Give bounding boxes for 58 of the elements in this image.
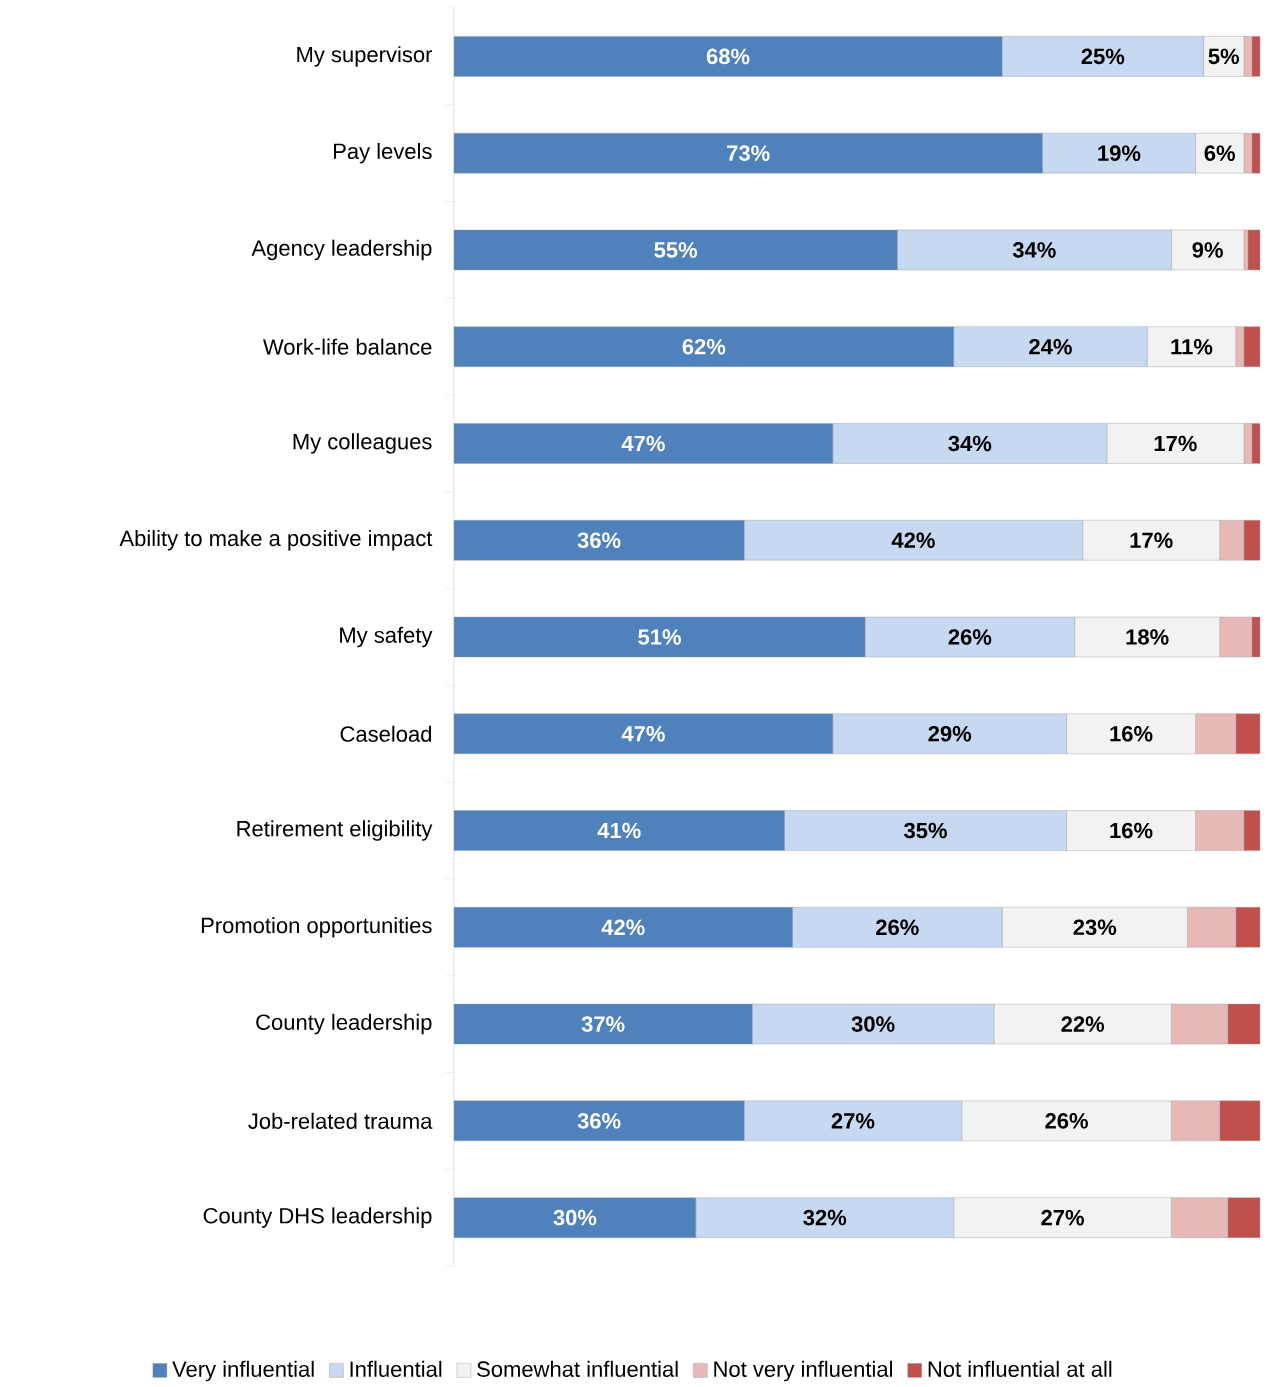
data-label: 68% bbox=[706, 48, 750, 65]
data-label: 51% bbox=[638, 629, 681, 645]
y-tick-label: Ability to make a positive impact bbox=[119, 529, 433, 551]
data-label: 16% bbox=[1110, 725, 1153, 742]
y-tick-label: My colleagues bbox=[293, 433, 432, 454]
legend-label: Very influential bbox=[172, 1360, 314, 1382]
data-label: 9% bbox=[1192, 242, 1223, 258]
data-label: 36% bbox=[577, 532, 621, 549]
data-label: 34% bbox=[1012, 242, 1056, 258]
data-label: 17% bbox=[1154, 435, 1197, 452]
y-tick-label: Work-life balance bbox=[263, 338, 432, 355]
data-label: 18% bbox=[1126, 629, 1169, 645]
data-label: 37% bbox=[581, 1016, 625, 1032]
data-label: 34% bbox=[948, 435, 992, 452]
y-tick-label: County DHS leadership bbox=[203, 1207, 432, 1228]
data-label: 24% bbox=[1029, 338, 1072, 355]
data-label: 26% bbox=[876, 919, 919, 936]
y-tick-label: Pay levels bbox=[334, 142, 432, 164]
legend-label: Influential bbox=[350, 1360, 442, 1377]
data-label: 47% bbox=[621, 435, 665, 452]
data-label: 30% bbox=[851, 1016, 895, 1032]
legend-label: Not very influential bbox=[714, 1360, 892, 1382]
data-label: 23% bbox=[1073, 919, 1117, 936]
bar bbox=[1247, 229, 1261, 271]
data-label: 17% bbox=[1130, 532, 1173, 548]
data-label: 26% bbox=[948, 629, 992, 645]
y-tick-label: Retirement eligibility bbox=[237, 820, 433, 841]
data-label: 25% bbox=[1081, 48, 1125, 65]
data-label: 36% bbox=[577, 1113, 621, 1129]
data-label: 29% bbox=[928, 725, 972, 742]
data-label: 41% bbox=[597, 822, 641, 839]
y-tick-label: Agency leadership bbox=[251, 239, 432, 261]
data-label: 35% bbox=[904, 822, 947, 839]
data-label: 16% bbox=[1110, 822, 1153, 839]
data-label: 42% bbox=[891, 532, 935, 548]
data-label: 26% bbox=[1045, 1113, 1088, 1129]
legend-label: Somewhat influential bbox=[477, 1360, 678, 1377]
y-tick-label: Promotion opportunities bbox=[201, 917, 432, 938]
data-label: 73% bbox=[727, 145, 770, 161]
y-tick-label: County leadership bbox=[256, 1013, 432, 1035]
y-tick-label: Caseload bbox=[340, 725, 432, 742]
data-label: 19% bbox=[1098, 145, 1141, 161]
data-label: 47% bbox=[621, 726, 665, 742]
data-label: 32% bbox=[803, 1209, 847, 1226]
data-label: 27% bbox=[1041, 1209, 1084, 1226]
data-label: 30% bbox=[553, 1209, 597, 1226]
data-label: 27% bbox=[831, 1113, 875, 1129]
data-label: 22% bbox=[1061, 1016, 1105, 1032]
data-label: 62% bbox=[682, 338, 726, 355]
data-label: 42% bbox=[601, 919, 645, 936]
y-tick-label: Job-related trauma bbox=[248, 1112, 433, 1129]
y-tick-label: My supervisor bbox=[297, 46, 433, 67]
y-tick-label: My safety bbox=[340, 626, 433, 648]
data-label: 6% bbox=[1204, 145, 1236, 161]
data-label: 11% bbox=[1171, 338, 1213, 355]
legend-label: Not influential at all bbox=[928, 1360, 1112, 1377]
data-label: 5% bbox=[1208, 48, 1240, 65]
data-label: 55% bbox=[654, 242, 698, 258]
